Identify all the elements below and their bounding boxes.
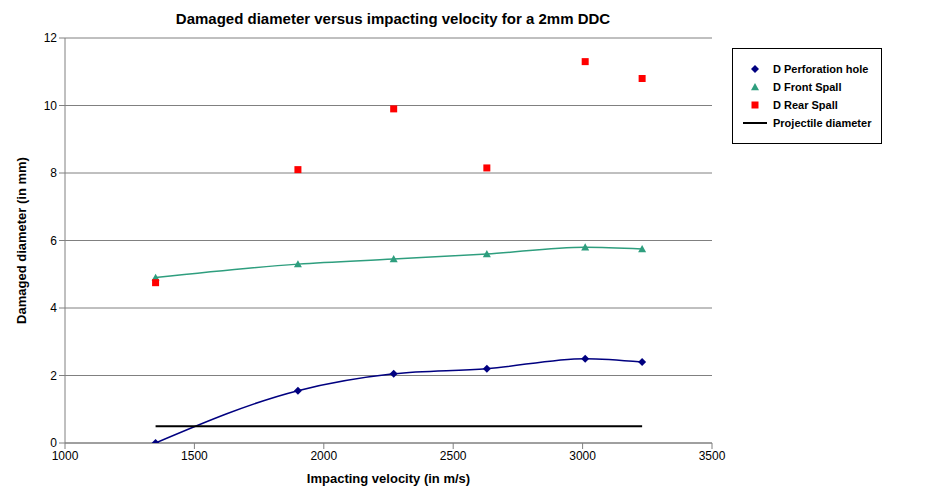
html-text:D Perforation hole: D Perforation hole	[773, 63, 869, 75]
svg-text:6: 6	[50, 234, 57, 248]
svg-text:3500: 3500	[699, 449, 726, 463]
html-text:D Rear Spall: D Rear Spall	[773, 99, 838, 111]
svg-text:Impacting velocity (in m/s): Impacting velocity (in m/s)	[307, 471, 470, 486]
svg-text:12: 12	[44, 31, 58, 45]
svg-text:2: 2	[50, 369, 57, 383]
svg-text:1500: 1500	[181, 449, 208, 463]
svg-text:2000: 2000	[310, 449, 337, 463]
svg-text:0: 0	[50, 436, 57, 450]
html-text:Damaged diameter versus impact: Damaged diameter versus impacting veloci…	[175, 10, 611, 27]
svg-text:Damaged diameter (in mm): Damaged diameter (in mm)	[14, 157, 29, 324]
svg-text:2500: 2500	[440, 449, 467, 463]
html-text:D Front Spall: D Front Spall	[773, 81, 842, 93]
html-text:Projectile diameter: Projectile diameter	[773, 117, 872, 129]
svg-text:4: 4	[50, 301, 57, 315]
svg-text:10: 10	[44, 99, 58, 113]
svg-text:1000: 1000	[52, 449, 79, 463]
svg-text:3000: 3000	[569, 449, 596, 463]
svg-text:8: 8	[50, 166, 57, 180]
